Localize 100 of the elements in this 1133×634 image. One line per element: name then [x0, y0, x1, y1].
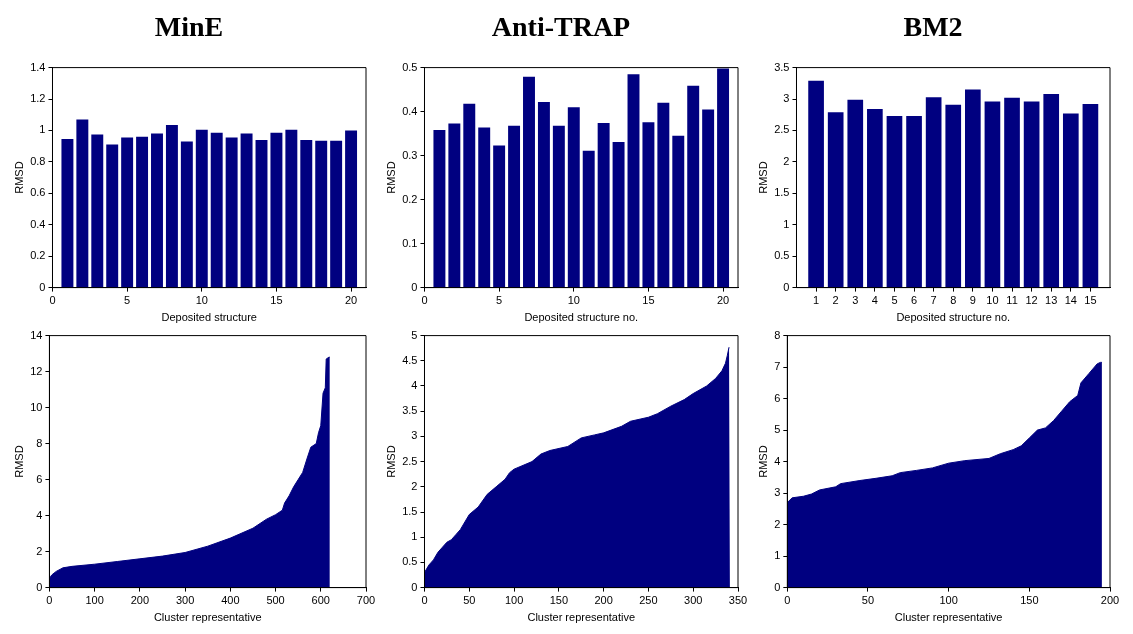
y-axis-title: RMSD	[384, 445, 397, 478]
y-tick-label: 6	[774, 391, 781, 404]
bar	[300, 139, 313, 288]
y-tick-label: 2	[774, 517, 781, 530]
x-tick-label: 15	[642, 294, 655, 307]
y-tick-label: 4	[411, 379, 418, 392]
x-tick-label: 50	[861, 594, 875, 607]
bar	[330, 140, 343, 288]
bar	[687, 85, 700, 288]
y-tick-label: 0	[783, 280, 790, 293]
y-tick-label: 0.8	[30, 154, 46, 167]
x-tick-label: 10	[195, 294, 208, 307]
y-tick-label: 0.1	[402, 236, 418, 249]
y-tick-label: 3	[783, 92, 790, 105]
bar	[523, 76, 535, 288]
x-tick-label: 150	[1020, 594, 1039, 607]
x-tick-label: 200	[1100, 594, 1120, 607]
x-tick-label: 0	[421, 594, 428, 607]
bar	[225, 137, 238, 288]
bar	[91, 134, 104, 288]
x-tick-label: 5	[496, 294, 503, 307]
y-tick-label: 1.4	[30, 60, 46, 73]
bar	[448, 123, 461, 288]
x-tick-label: 4	[871, 294, 878, 307]
x-axis-title: Cluster representative	[153, 611, 262, 624]
y-tick-label: 8	[36, 436, 43, 449]
x-tick-label: 9	[969, 294, 976, 307]
bar	[702, 109, 715, 288]
x-tick-label: 14	[1064, 294, 1077, 307]
x-tick-label: 15	[270, 294, 283, 307]
y-tick-label: 0.3	[402, 148, 418, 161]
chart-title: BM2	[903, 11, 963, 43]
x-tick-label: 1	[813, 294, 820, 307]
bar	[463, 103, 476, 288]
x-tick-label: 20	[344, 294, 358, 307]
x-tick-label: 5	[891, 294, 898, 307]
y-axis-title: RMSD	[384, 161, 397, 194]
bar	[642, 122, 655, 288]
chart-title: Anti-TRAP	[491, 11, 631, 43]
y-tick-label: 4	[774, 454, 781, 467]
x-tick-label: 10	[567, 294, 580, 307]
bar	[315, 140, 328, 288]
x-tick-label: 0	[421, 294, 428, 307]
y-tick-label: 1	[411, 530, 418, 543]
x-tick-label: 100	[939, 594, 958, 607]
x-tick-label: 0	[49, 294, 56, 307]
y-tick-label: 3	[411, 429, 418, 442]
x-tick-label: 15	[1084, 294, 1097, 307]
y-tick-label: 4.5	[402, 353, 418, 366]
y-tick-label: 14	[30, 328, 43, 341]
y-tick-label: 8	[774, 328, 781, 341]
x-tick-label: 300	[175, 594, 195, 607]
bar	[597, 123, 610, 288]
y-tick-label: 0.2	[30, 249, 46, 262]
x-tick-label: 200	[130, 594, 150, 607]
bar	[567, 107, 580, 288]
y-tick-label: 0.2	[402, 192, 418, 205]
y-tick-label: 0.6	[30, 186, 46, 199]
bar	[582, 150, 595, 288]
x-tick-label: 8	[950, 294, 957, 307]
x-axis-title: Deposited structure no.	[896, 311, 1011, 324]
x-axis-title: Deposited structure no.	[524, 311, 639, 324]
x-tick-label: 100	[85, 594, 104, 607]
bar	[151, 133, 163, 288]
x-tick-label: 10	[986, 294, 999, 307]
x-tick-label: 500	[266, 594, 285, 607]
x-tick-label: 300	[684, 594, 703, 607]
x-tick-label: 350	[728, 594, 748, 607]
x-tick-label: 150	[549, 594, 569, 607]
y-axis-title: RMSD	[756, 445, 769, 478]
y-tick-label: 0	[36, 580, 43, 593]
y-tick-label: 0	[411, 580, 418, 593]
x-tick-label: 11	[1006, 294, 1018, 307]
y-tick-label: 1.5	[774, 186, 790, 199]
bar	[255, 139, 268, 288]
chart-title: MinE	[154, 11, 224, 43]
bar	[76, 119, 89, 288]
y-tick-label: 7	[774, 360, 781, 373]
y-tick-label: 3.5	[774, 60, 790, 73]
x-tick-label: 50	[463, 594, 476, 607]
y-tick-label: 0	[774, 580, 781, 593]
y-axis-title: RMSD	[12, 445, 25, 478]
y-tick-label: 5	[411, 328, 418, 341]
bar	[478, 127, 491, 288]
bar	[285, 129, 298, 288]
x-axis-title: Deposited structure	[161, 311, 257, 324]
bar	[240, 133, 253, 288]
x-tick-label: 13	[1045, 294, 1058, 307]
y-tick-label: 0.5	[774, 249, 790, 262]
bar	[433, 130, 446, 288]
y-tick-label: 2	[783, 154, 790, 167]
x-tick-label: 6	[910, 294, 918, 307]
y-tick-label: 5	[774, 423, 781, 436]
x-axis-title: Cluster representative	[894, 611, 1003, 624]
x-tick-label: 5	[124, 294, 131, 307]
y-tick-label: 0	[411, 280, 418, 293]
bar	[537, 101, 550, 288]
bar	[180, 141, 193, 288]
y-tick-label: 3	[774, 486, 781, 499]
bar	[672, 135, 685, 288]
